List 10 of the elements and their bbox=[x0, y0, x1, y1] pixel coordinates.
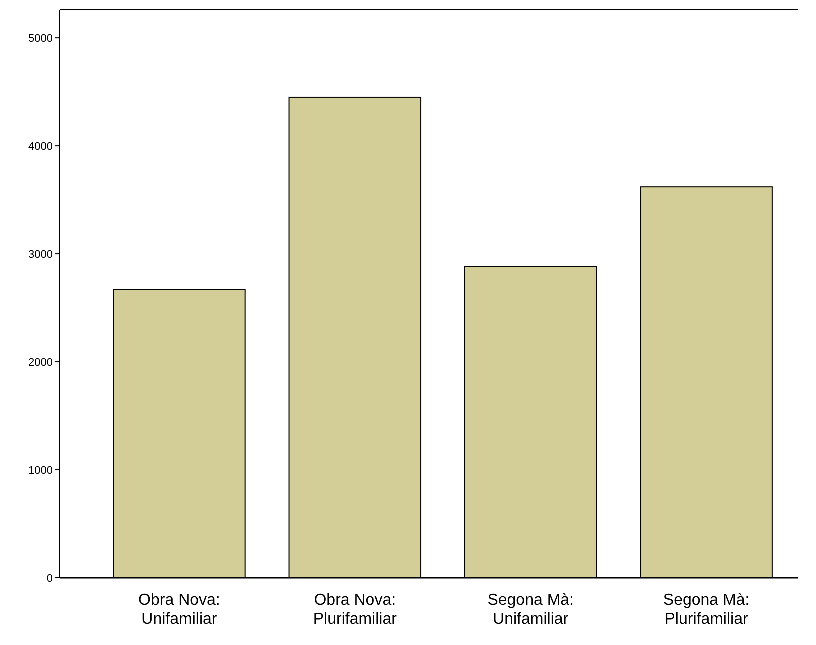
y-tick-label: 2000 bbox=[28, 356, 53, 369]
y-tick-label: 5000 bbox=[28, 32, 53, 45]
y-tick-label: 4000 bbox=[28, 140, 53, 153]
y-tick-label: 0 bbox=[46, 572, 53, 585]
x-tick-label: Obra Nova: Unifamiliar bbox=[138, 592, 220, 628]
x-tick-label: Segona Mà: Unifamiliar bbox=[488, 592, 574, 628]
x-tick-label: Obra Nova: Plurifamiliar bbox=[313, 592, 398, 628]
y-tick-label: 1000 bbox=[28, 464, 53, 477]
x-tick-label: Segona Mà: Plurifamiliar bbox=[663, 592, 750, 628]
y-tick-label: 3000 bbox=[28, 248, 53, 261]
